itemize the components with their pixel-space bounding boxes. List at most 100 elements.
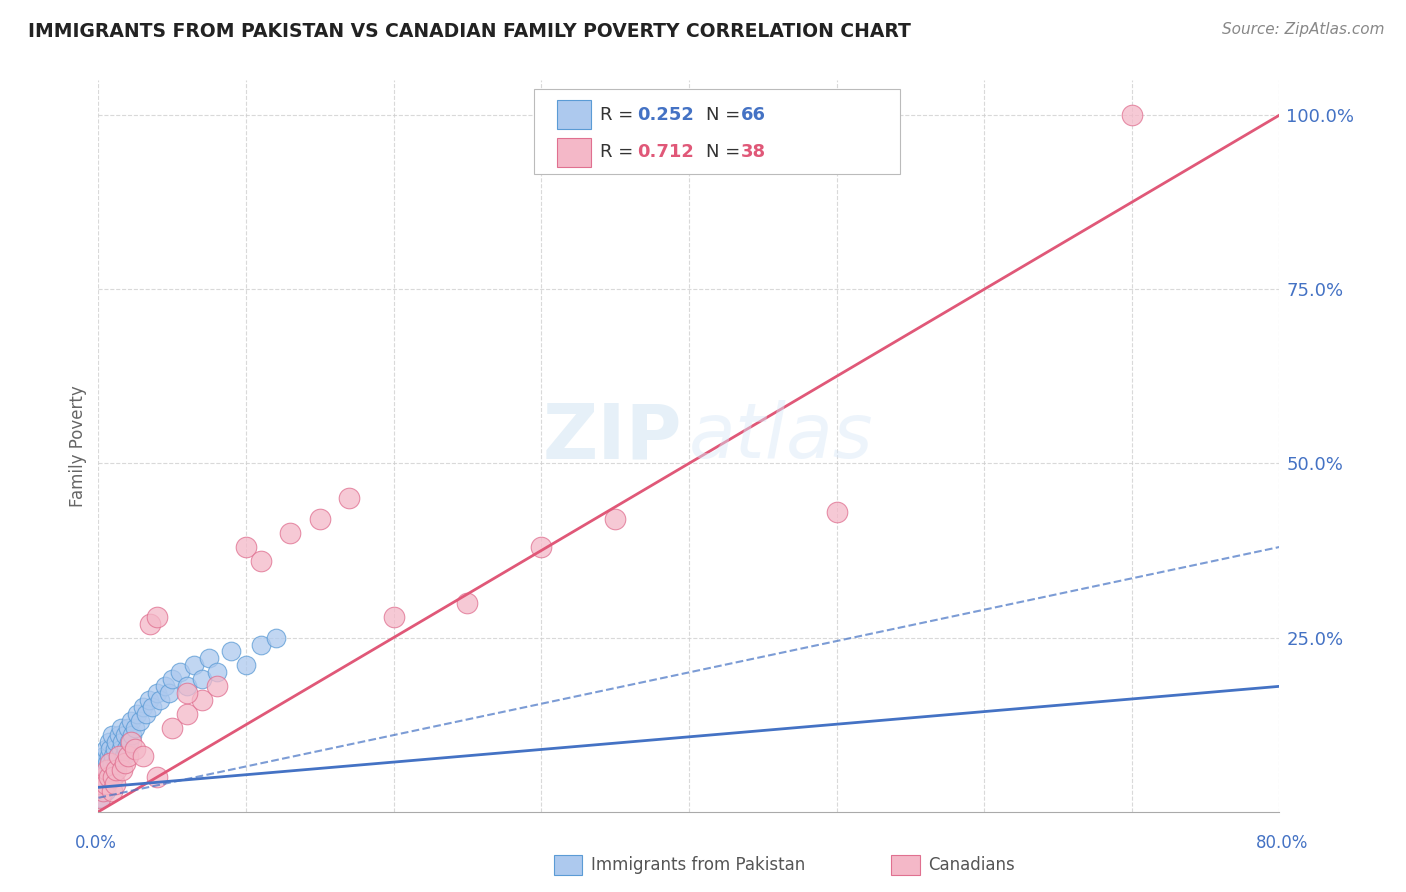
Point	[115, 742, 138, 756]
Point	[176, 679, 198, 693]
Point	[138, 693, 160, 707]
Point	[250, 638, 273, 652]
Point	[382, 609, 405, 624]
Point	[339, 491, 361, 506]
Point	[280, 526, 302, 541]
Point	[97, 770, 120, 784]
Text: N =: N =	[706, 105, 745, 123]
Text: N =: N =	[706, 144, 745, 161]
Point	[98, 763, 121, 777]
Point	[110, 742, 132, 756]
Point	[825, 505, 848, 519]
Point	[97, 749, 120, 764]
Point	[146, 770, 169, 784]
Text: 0.712: 0.712	[637, 144, 693, 161]
Point	[221, 644, 243, 658]
Point	[103, 749, 125, 764]
Point	[104, 777, 127, 791]
Point	[457, 596, 479, 610]
Point	[118, 735, 141, 749]
Point	[91, 770, 114, 784]
Text: 38: 38	[741, 144, 766, 161]
Point	[235, 658, 257, 673]
Point	[169, 665, 191, 680]
Point	[104, 763, 127, 777]
Point	[250, 554, 273, 568]
Point	[108, 728, 131, 742]
Point	[97, 735, 120, 749]
Point	[104, 742, 127, 756]
Point	[94, 784, 117, 798]
Point	[120, 735, 142, 749]
Point	[111, 735, 134, 749]
Point	[98, 742, 121, 756]
Point	[124, 721, 146, 735]
Text: R =: R =	[600, 144, 640, 161]
Point	[120, 714, 142, 728]
Point	[128, 714, 150, 728]
Text: atlas: atlas	[689, 401, 873, 474]
Text: Immigrants from Pakistan: Immigrants from Pakistan	[591, 856, 804, 874]
Point	[94, 770, 117, 784]
Text: R =: R =	[600, 105, 640, 123]
Point	[90, 790, 112, 805]
Point	[107, 749, 129, 764]
Point	[141, 700, 163, 714]
Point	[1121, 108, 1143, 122]
Point	[117, 749, 139, 764]
Text: 66: 66	[741, 105, 766, 123]
Point	[146, 686, 169, 700]
Point	[530, 540, 553, 554]
Point	[103, 770, 125, 784]
Point	[100, 784, 122, 798]
Point	[264, 631, 287, 645]
Point	[309, 512, 332, 526]
Point	[103, 770, 125, 784]
Point	[91, 777, 114, 791]
Text: Canadians: Canadians	[928, 856, 1015, 874]
Point	[100, 728, 122, 742]
Point	[93, 770, 115, 784]
Point	[132, 700, 155, 714]
Point	[117, 721, 139, 735]
Point	[124, 742, 146, 756]
Point	[96, 763, 118, 777]
Point	[91, 756, 114, 770]
Point	[205, 665, 228, 680]
Point	[153, 679, 176, 693]
Text: ZIP: ZIP	[543, 401, 682, 474]
Point	[89, 784, 111, 798]
Point	[90, 770, 112, 784]
Point	[183, 658, 205, 673]
Point	[162, 673, 183, 687]
Point	[100, 756, 122, 770]
Point	[191, 693, 214, 707]
Point	[93, 777, 115, 791]
Point	[111, 763, 134, 777]
Point	[94, 742, 117, 756]
Point	[94, 777, 117, 791]
Point	[90, 763, 112, 777]
Point	[605, 512, 627, 526]
Point	[114, 756, 136, 770]
Point	[149, 693, 172, 707]
Text: 0.0%: 0.0%	[75, 834, 117, 852]
Point	[176, 686, 198, 700]
Point	[96, 756, 118, 770]
Point	[105, 763, 128, 777]
Point	[114, 728, 136, 742]
Point	[96, 777, 118, 791]
Point	[91, 784, 114, 798]
Point	[235, 540, 257, 554]
Point	[105, 756, 128, 770]
Point	[97, 770, 120, 784]
Text: IMMIGRANTS FROM PAKISTAN VS CANADIAN FAMILY POVERTY CORRELATION CHART: IMMIGRANTS FROM PAKISTAN VS CANADIAN FAM…	[28, 22, 911, 41]
Point	[198, 651, 221, 665]
Text: Source: ZipAtlas.com: Source: ZipAtlas.com	[1222, 22, 1385, 37]
Point	[146, 609, 169, 624]
Point	[205, 679, 228, 693]
Point	[90, 777, 112, 791]
Point	[121, 728, 143, 742]
Point	[91, 784, 114, 798]
Point	[125, 707, 148, 722]
